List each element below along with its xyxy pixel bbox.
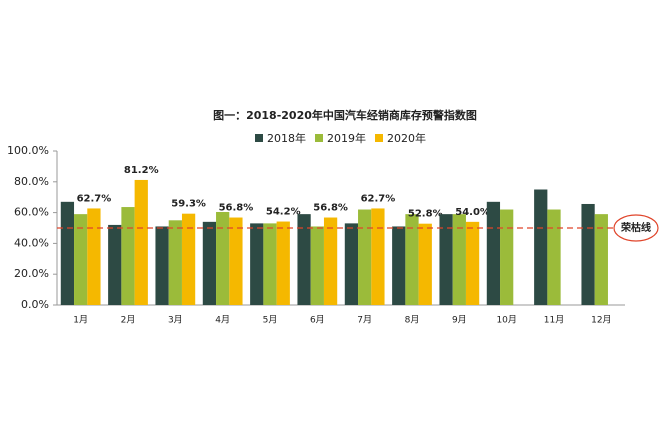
y-tick-label: 20.0% [14,267,49,280]
bar [310,226,324,305]
y-tick-label: 80.0% [14,175,49,188]
y-tick-label: 60.0% [14,206,49,219]
bar [418,223,432,305]
bar [216,211,230,305]
x-tick-label: 4月 [215,315,230,326]
chart-title: 图一：2018-2020年中国汽车经销商库存预警指数图 [213,108,477,122]
x-tick-label: 7月 [357,315,372,326]
legend-swatch [255,134,263,142]
bar [405,214,419,305]
bar [486,201,501,305]
x-tick-label: 12月 [591,315,611,326]
bar [500,209,514,305]
x-tick-label: 8月 [405,315,420,326]
x-tick-label: 9月 [452,315,467,326]
reference-circle [613,214,659,242]
data-label: 54.2% [266,207,301,218]
bar [250,223,264,305]
data-label: 56.8% [313,203,348,214]
bar [452,214,466,305]
x-tick-label: 1月 [73,315,88,326]
data-label: 62.7% [77,193,112,204]
x-tick-label: 11月 [544,315,564,326]
bar [229,217,243,305]
y-tick-label: 40.0% [14,236,49,249]
legend-label: 2020年 [387,131,426,145]
bar [358,209,372,305]
bar [202,221,217,305]
bar [87,208,101,305]
data-label: 56.8% [219,203,254,214]
x-tick-label: 3月 [168,315,183,326]
x-tick-label: 6月 [310,315,325,326]
x-tick-label: 2月 [121,315,136,326]
bar [168,220,182,305]
bar [74,214,88,305]
bar [392,226,406,305]
bar [465,221,480,305]
bar [594,214,608,305]
bar [276,221,290,305]
reference-label: 荣枯线 [620,221,651,234]
legend-label: 2018年 [267,131,306,145]
bar [155,226,169,305]
legend-swatch [375,134,383,142]
legend-swatch [315,134,323,142]
bar [547,209,561,305]
data-label: 54.0% [455,207,490,218]
bar [534,189,548,305]
legend-label: 2019年 [327,131,366,145]
bar [134,179,148,305]
x-tick-label: 10月 [496,315,516,326]
bar [121,207,135,305]
y-tick-label: 100.0% [7,144,49,157]
x-tick-label: 5月 [263,315,278,326]
data-label: 62.7% [361,193,396,204]
bar [581,203,595,305]
data-label: 81.2% [124,165,159,176]
bar [371,208,385,305]
bar [181,213,196,305]
bar [439,214,453,305]
data-label: 52.8% [408,209,443,220]
bar [60,201,75,305]
bar [263,223,277,305]
bar [344,223,359,305]
y-tick-label: 0.0% [21,298,49,311]
bar [297,214,311,305]
bar [108,224,122,305]
data-label: 59.3% [171,199,206,210]
bar [323,217,338,305]
